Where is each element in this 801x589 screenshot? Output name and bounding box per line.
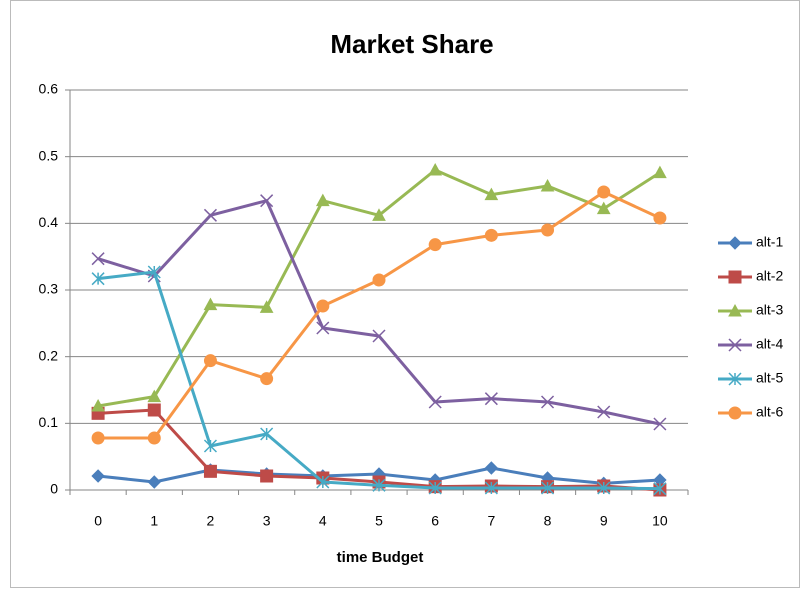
- x-tick-label: 2: [207, 513, 215, 529]
- marker: [91, 431, 105, 445]
- marker: [728, 270, 742, 284]
- y-tick-label: 0.4: [39, 214, 59, 230]
- legend-label: alt-2: [756, 268, 783, 284]
- marker: [596, 201, 611, 215]
- marker: [484, 187, 499, 201]
- marker: [260, 427, 274, 441]
- y-tick-label: 0.1: [39, 414, 59, 430]
- marker: [91, 272, 105, 286]
- marker: [372, 273, 386, 287]
- marker: [597, 481, 611, 495]
- x-tick-label: 5: [375, 513, 383, 529]
- x-tick-label: 9: [600, 513, 608, 529]
- marker: [428, 481, 442, 495]
- marker: [728, 303, 742, 317]
- x-tick-label: 4: [319, 513, 327, 529]
- marker: [91, 469, 105, 483]
- marker: [203, 464, 217, 478]
- marker: [260, 194, 274, 208]
- marker: [484, 461, 499, 475]
- marker: [653, 482, 667, 496]
- x-tick-label: 1: [150, 513, 158, 529]
- marker: [91, 398, 105, 412]
- x-tick-label: 6: [431, 513, 439, 529]
- marker: [484, 481, 498, 495]
- marker: [203, 439, 217, 453]
- marker: [316, 299, 330, 313]
- marker: [728, 372, 742, 386]
- marker: [147, 265, 161, 279]
- marker: [260, 372, 274, 386]
- legend-label: alt-5: [756, 370, 783, 386]
- marker: [728, 338, 742, 352]
- marker: [653, 417, 667, 431]
- marker: [597, 185, 611, 199]
- marker: [315, 193, 330, 207]
- marker: [316, 321, 330, 335]
- marker: [203, 297, 218, 311]
- marker: [484, 228, 498, 242]
- marker: [728, 236, 742, 250]
- legend-label: alt-6: [756, 404, 783, 420]
- marker: [428, 395, 442, 409]
- marker: [728, 406, 742, 420]
- chart-frame: [10, 0, 800, 588]
- x-axis-label: time Budget: [337, 549, 424, 566]
- marker: [484, 392, 498, 406]
- legend-label: alt-1: [756, 234, 783, 250]
- y-tick-label: 0.2: [39, 347, 59, 363]
- x-tick-label: 3: [263, 513, 271, 529]
- marker: [203, 354, 217, 368]
- marker: [597, 405, 611, 419]
- marker: [203, 208, 217, 222]
- legend-label: alt-3: [756, 302, 783, 318]
- marker: [653, 165, 667, 179]
- x-tick-label: 8: [544, 513, 552, 529]
- marker: [541, 223, 555, 237]
- marker: [147, 389, 162, 403]
- y-tick-label: 0: [50, 481, 58, 497]
- marker: [316, 475, 330, 489]
- y-tick-label: 0.5: [39, 147, 59, 163]
- marker: [653, 211, 667, 225]
- y-tick-label: 0.6: [39, 81, 59, 97]
- marker: [541, 395, 555, 409]
- marker: [259, 300, 274, 313]
- marker: [91, 252, 105, 266]
- marker: [428, 238, 442, 252]
- x-tick-label: 7: [487, 513, 495, 529]
- x-tick-label: 10: [652, 513, 668, 529]
- marker: [147, 403, 161, 417]
- marker: [541, 481, 555, 495]
- legend-label: alt-4: [756, 336, 783, 352]
- marker: [372, 329, 386, 343]
- marker: [372, 478, 386, 492]
- marker: [260, 469, 274, 483]
- chart-title: Market Share: [330, 29, 493, 59]
- y-tick-label: 0.3: [39, 281, 59, 297]
- marker: [540, 178, 555, 192]
- marker: [428, 162, 443, 176]
- marker: [147, 475, 161, 489]
- marker: [147, 431, 161, 445]
- x-tick-label: 0: [94, 513, 102, 529]
- marker: [372, 208, 386, 221]
